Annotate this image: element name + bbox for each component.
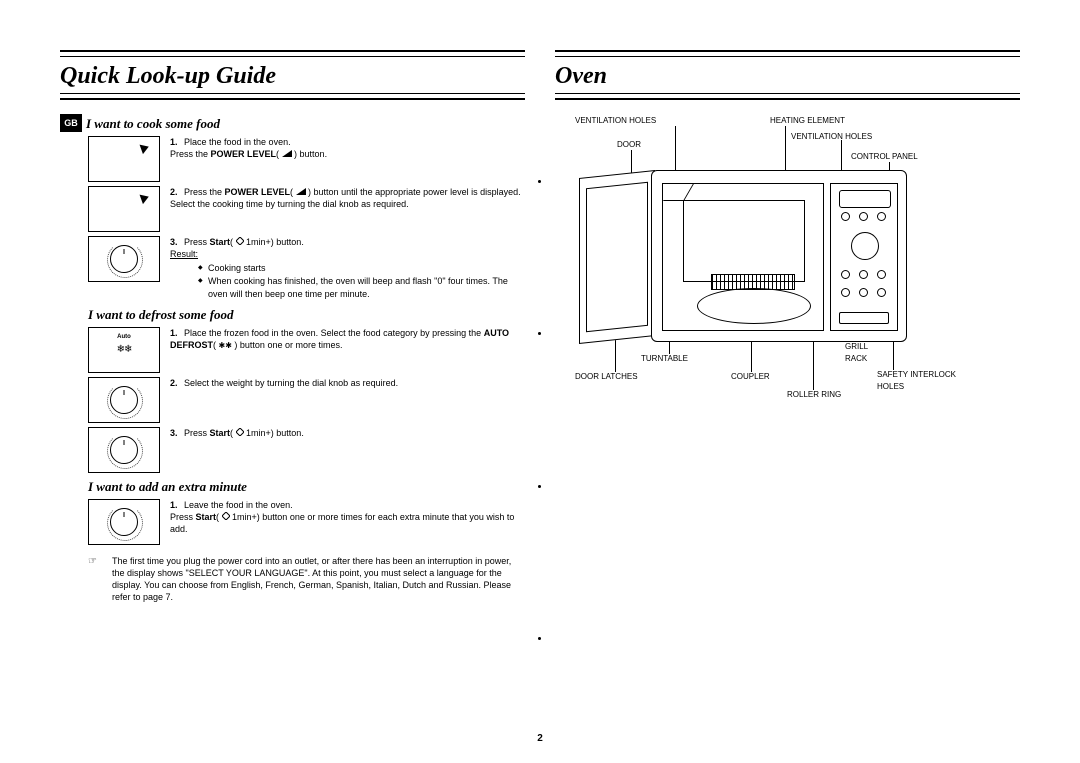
defrost-steps: Auto❄❄ 1.Place the frozen food in the ov… xyxy=(88,327,525,473)
label-holes: HOLES xyxy=(877,382,904,391)
extra-min-steps: 1.Leave the food in the oven.Press Start… xyxy=(88,499,525,545)
label-control-panel: CONTROL PANEL xyxy=(851,152,918,161)
right-title: Oven xyxy=(555,63,1020,90)
left-column: Quick Look-up Guide GB I want to cook so… xyxy=(60,50,525,603)
label-safety: SAFETY INTERLOCK xyxy=(877,370,956,379)
power-level-icon xyxy=(88,136,160,182)
start-dial-icon xyxy=(88,427,160,473)
label-ventilation: VENTILATION HOLES xyxy=(575,116,656,125)
oven-body-graphic xyxy=(651,170,907,342)
label-grill: GRILL xyxy=(845,342,868,351)
dial-weight-icon xyxy=(88,377,160,423)
defrost-heading: I want to defrost some food xyxy=(88,307,525,323)
label-door-latches: DOOR LATCHES xyxy=(575,372,638,381)
lang-tag: GB xyxy=(60,114,82,132)
binding-dots xyxy=(538,180,542,640)
start-dial-icon xyxy=(88,499,160,545)
label-rack: RACK xyxy=(845,354,867,363)
page-number: 2 xyxy=(0,733,1080,744)
auto-defrost-icon: Auto❄❄ xyxy=(88,327,160,373)
label-door: DOOR xyxy=(617,140,641,149)
result-bullet: When cooking has finished, the oven will… xyxy=(198,275,525,299)
note-icon: ☞ xyxy=(88,555,102,604)
power-level-icon xyxy=(88,186,160,232)
note-text: The first time you plug the power cord i… xyxy=(112,555,525,604)
label-coupler: COUPLER xyxy=(731,372,770,381)
extra-min-heading: I want to add an extra minute xyxy=(88,479,525,495)
label-ventilation2: VENTILATION HOLES xyxy=(791,132,872,141)
label-turntable: TURNTABLE xyxy=(641,354,688,363)
left-title: Quick Look-up Guide xyxy=(60,63,525,90)
label-heating: HEATING ELEMENT xyxy=(770,116,845,125)
label-roller-ring: ROLLER RING xyxy=(787,390,841,399)
cook-steps: 1.Place the food in the oven.Press the P… xyxy=(88,136,525,301)
language-note: ☞ The first time you plug the power cord… xyxy=(88,555,525,604)
cook-heading: I want to cook some food xyxy=(86,116,220,132)
dial-knob-icon xyxy=(88,236,160,282)
result-bullet: Cooking starts xyxy=(198,262,525,274)
right-column: Oven VENTILATION HOLES HEATING ELEMENT V… xyxy=(555,50,1020,603)
oven-door-graphic xyxy=(579,170,655,344)
oven-diagram: VENTILATION HOLES HEATING ELEMENT VENTIL… xyxy=(555,110,995,410)
